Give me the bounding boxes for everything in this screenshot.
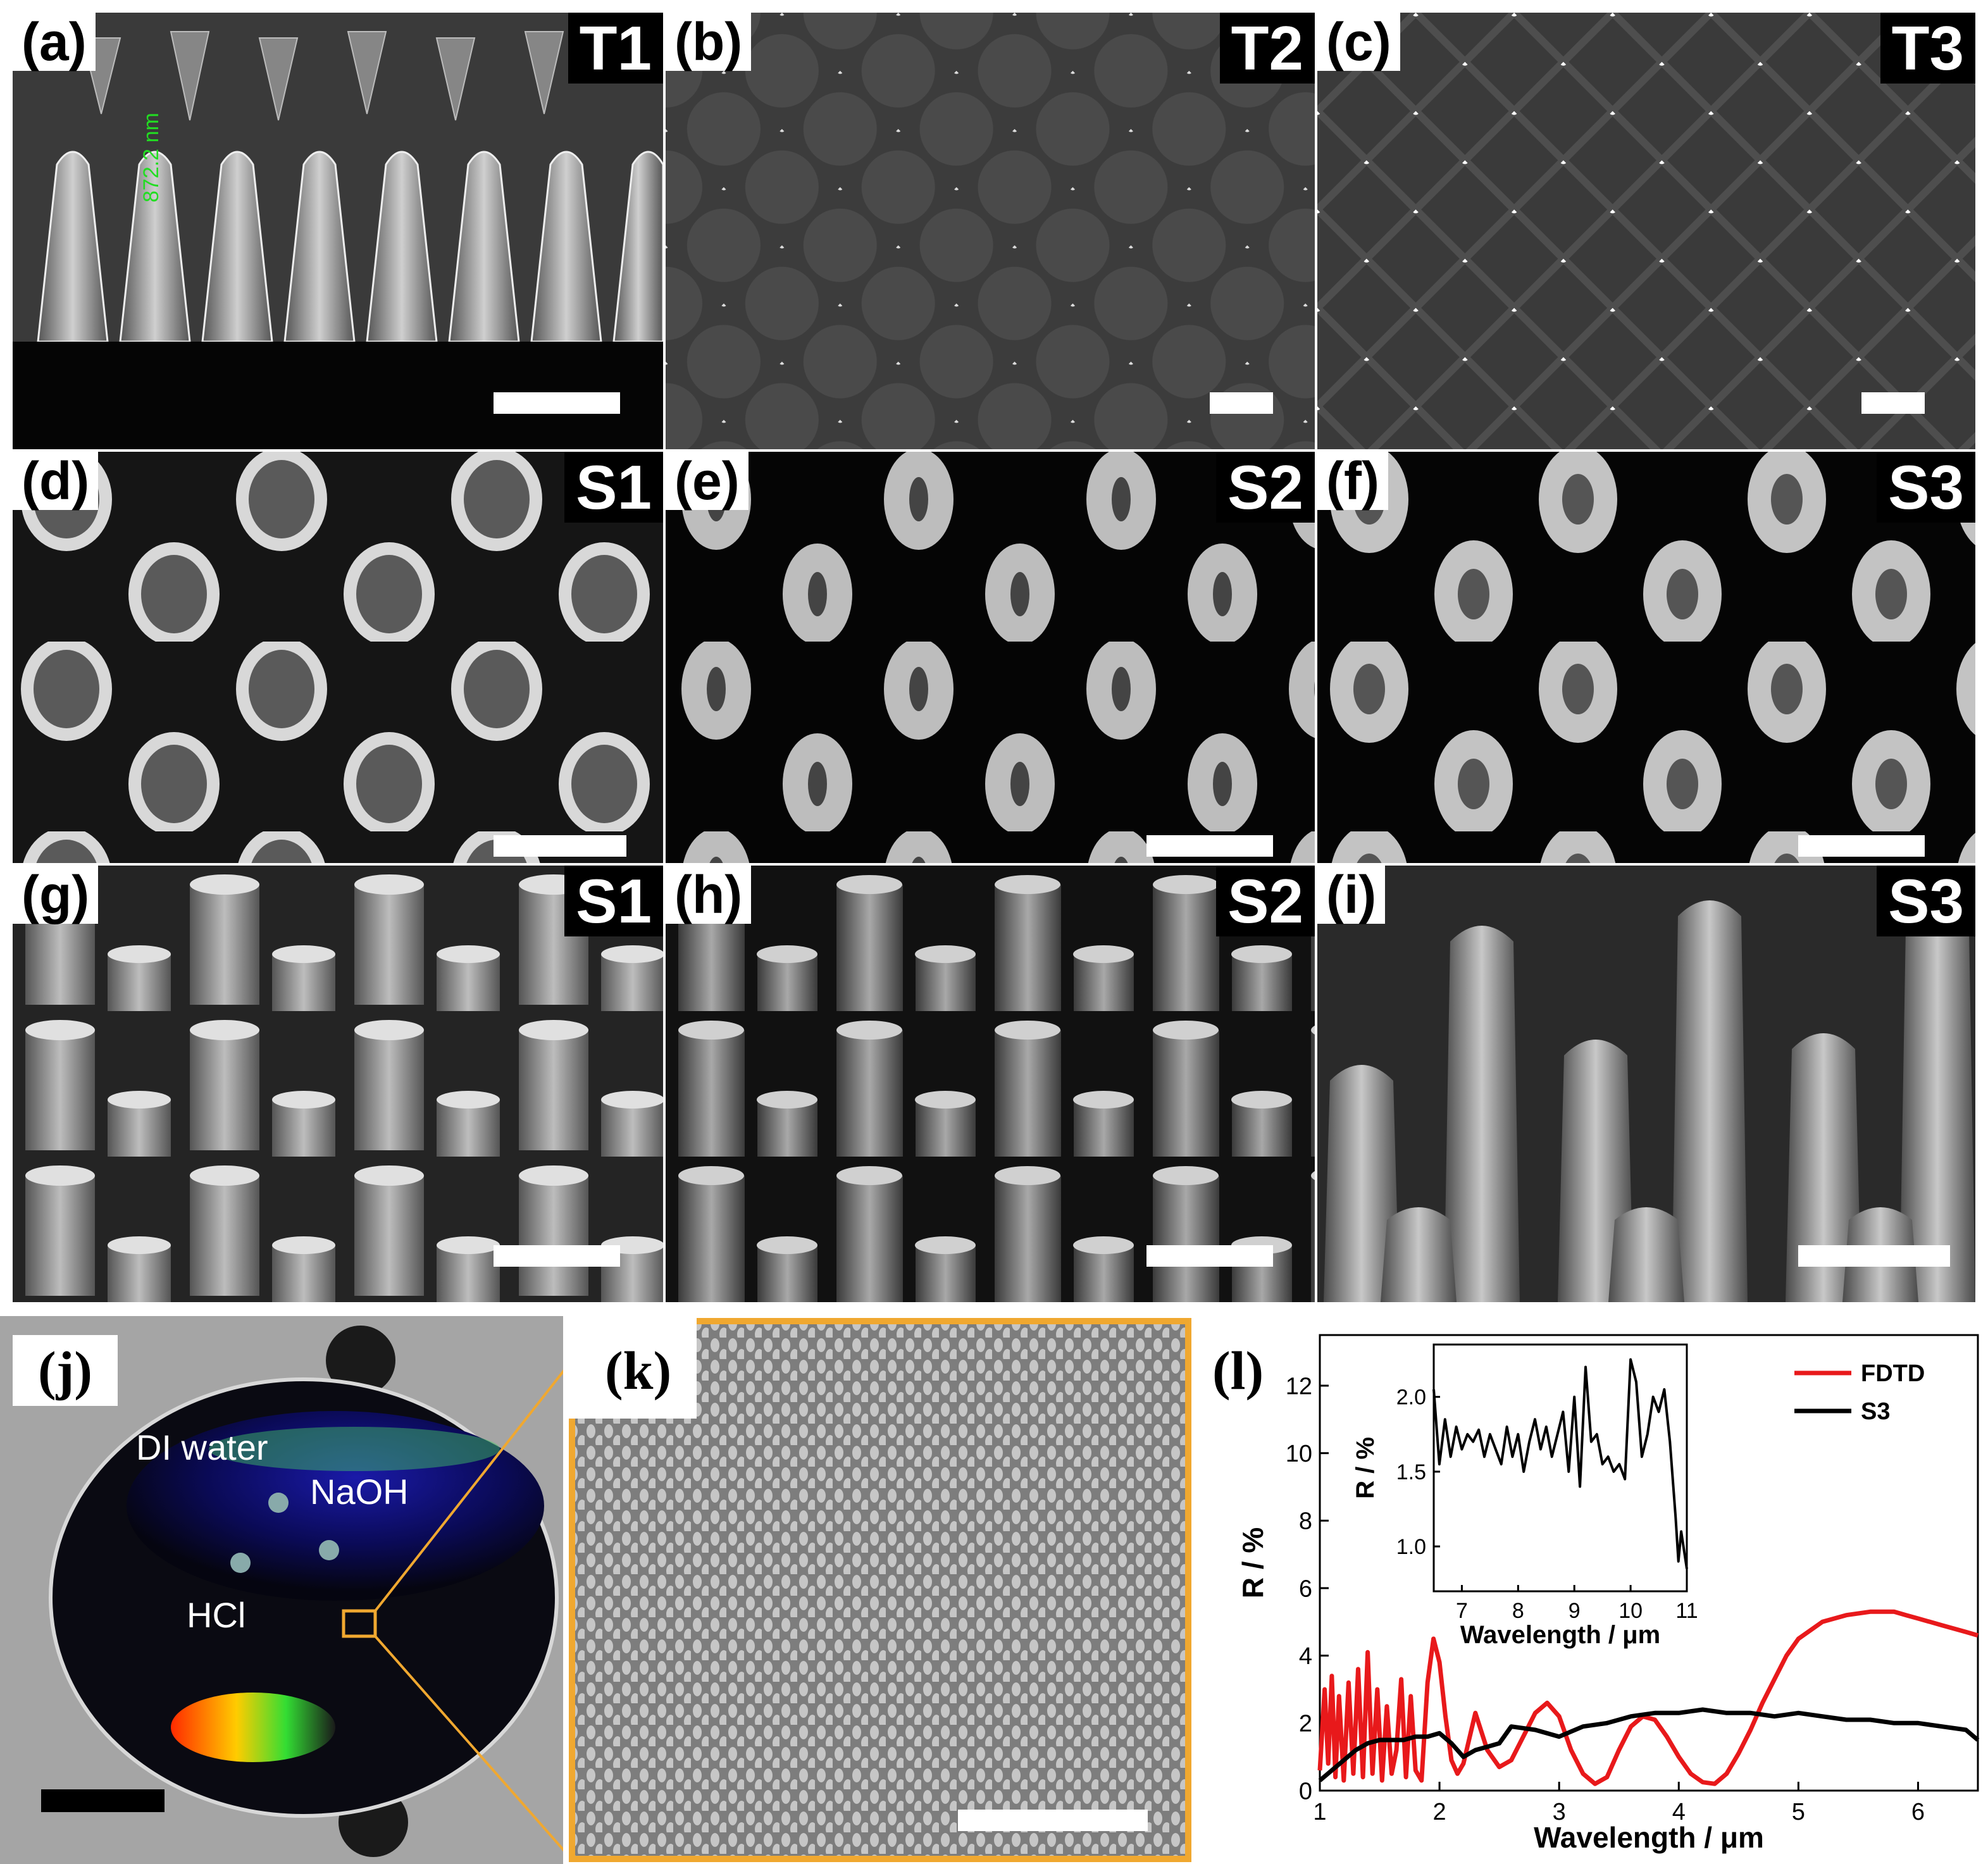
panel-label: (k) (567, 1316, 697, 1419)
scale-bar (1210, 392, 1273, 414)
main-x-tick-label: 2 (1433, 1799, 1446, 1825)
sample-tag: S3 (1877, 866, 1975, 936)
panel-label: (d) (13, 452, 99, 510)
main-y-axis-label: R / % (1236, 1527, 1269, 1598)
scale-bar (1146, 1245, 1273, 1267)
main-x-tick-label: 5 (1792, 1799, 1805, 1825)
scale-bar (494, 1245, 620, 1267)
inset-y-axis-label: R / % (1351, 1437, 1379, 1499)
main-y-tick-label: 6 (1299, 1575, 1312, 1602)
scale-bar (1146, 835, 1273, 857)
panel-label: (j) (13, 1335, 118, 1406)
panel-i: (i) S3 (1317, 866, 1975, 1302)
panel-label: (b) (666, 13, 752, 71)
legend-label-fdtd: FDTD (1861, 1360, 1925, 1387)
panel-label: (l) (1206, 1329, 1270, 1412)
panel-label: (e) (666, 452, 749, 510)
inset-axes-frame (1432, 1343, 1688, 1593)
sample-tag: S2 (1216, 866, 1315, 936)
measurement-label: 872.2 nm (139, 113, 163, 202)
main-x-axis-label: Wavelength / μm (1534, 1821, 1764, 1854)
inset-chart: 7 8 9 10 11 1.0 1.5 2.0 Wavelength / μm R / % (1351, 1343, 1698, 1649)
main-y-tick-label: 2 (1299, 1711, 1312, 1737)
main-y-tick-label: 0 (1299, 1778, 1312, 1805)
sample-tag: T1 (568, 13, 663, 84)
panel-label: (g) (13, 866, 99, 924)
sem-image-b (666, 13, 1315, 449)
inset-x-tick-label: 9 (1569, 1599, 1581, 1623)
main-x-tick-label: 3 (1553, 1799, 1566, 1825)
inset-x-tick-label: 7 (1456, 1599, 1468, 1623)
sem-image-i (1317, 866, 1975, 1302)
label-naoh: NaOH (310, 1472, 409, 1512)
panel-b: (b) T2 (666, 13, 1315, 449)
panel-l: (l) 1 2 3 4 5 6 0 2 4 6 8 10 12 Wavelength / μm R / % … (1193, 1316, 1988, 1864)
scale-bar (494, 835, 626, 857)
main-y-tick-label: 8 (1299, 1508, 1312, 1535)
legend-label-s3: S3 (1861, 1398, 1890, 1425)
panel-label: (h) (666, 866, 752, 924)
main-y-tick-label: 12 (1286, 1373, 1312, 1400)
main-y-tick-label: 4 (1299, 1643, 1312, 1670)
wafer-photo (0, 1316, 563, 1864)
inset-x-tick-label: 11 (1675, 1599, 1698, 1623)
panel-j: DI water NaOH HCl (j) (0, 1316, 563, 1864)
sem-image-d (13, 452, 663, 863)
label-hcl: HCl (187, 1595, 246, 1635)
inset-y-tick-label: 1.0 (1396, 1535, 1426, 1559)
sem-image-f (1317, 452, 1975, 863)
sem-image-e (666, 452, 1315, 863)
legend: FDTD S3 (1794, 1360, 1925, 1425)
label-di-water: DI water (136, 1427, 268, 1467)
panel-label: (c) (1317, 13, 1400, 71)
panel-e: (e) S2 (666, 452, 1315, 863)
scale-bar (494, 392, 620, 414)
inset-x-axis-label: Wavelength / μm (1460, 1621, 1660, 1649)
panel-d: (d) S1 (13, 452, 663, 863)
scale-bar (41, 1789, 165, 1812)
panel-k: (k) (567, 1316, 1193, 1864)
panel-g: (g) S1 (13, 866, 663, 1302)
sem-image-c (1317, 13, 1975, 449)
inset-y-tick-label: 2.0 (1396, 1386, 1426, 1410)
sample-tag: T3 (1880, 13, 1975, 84)
main-x-tick-label: 4 (1672, 1799, 1686, 1825)
scale-bar (1861, 392, 1925, 414)
panel-h: (h) S2 (666, 866, 1315, 1302)
sample-tag: S3 (1877, 452, 1975, 523)
sem-image-g (13, 866, 663, 1302)
panel-a: 872.2 nm (a) T1 (13, 13, 663, 449)
panel-label: (f) (1317, 452, 1388, 510)
scale-bar (1798, 1245, 1950, 1267)
main-series-s3 (1318, 1707, 1980, 1782)
sample-tag: S1 (564, 452, 663, 523)
scale-bar (1798, 835, 1925, 857)
inset-x-tick-label: 10 (1618, 1599, 1643, 1623)
sample-tag: S2 (1216, 452, 1315, 523)
inset-y-tick-label: 1.5 (1396, 1460, 1426, 1484)
sem-image-a (13, 13, 663, 449)
panel-f: (f) S3 (1317, 452, 1975, 863)
main-x-tick-label: 6 (1911, 1799, 1925, 1825)
sample-tag: S1 (564, 866, 663, 936)
main-series (1317, 1609, 1980, 1786)
main-y-tick-label: 10 (1286, 1441, 1312, 1467)
scale-bar (958, 1810, 1148, 1831)
main-axes-frame (1319, 1334, 1979, 1792)
inset-x-tick-label: 8 (1512, 1599, 1524, 1623)
sample-tag: T2 (1219, 13, 1315, 84)
panel-label: (i) (1317, 866, 1386, 924)
panel-label: (a) (13, 13, 96, 71)
sem-image-h (666, 866, 1315, 1302)
panel-c: (c) T3 (1317, 13, 1975, 449)
main-series-fdtd (1317, 1609, 1979, 1786)
inset-series-s3 (1432, 1358, 1688, 1569)
main-x-tick-label: 1 (1313, 1799, 1326, 1825)
